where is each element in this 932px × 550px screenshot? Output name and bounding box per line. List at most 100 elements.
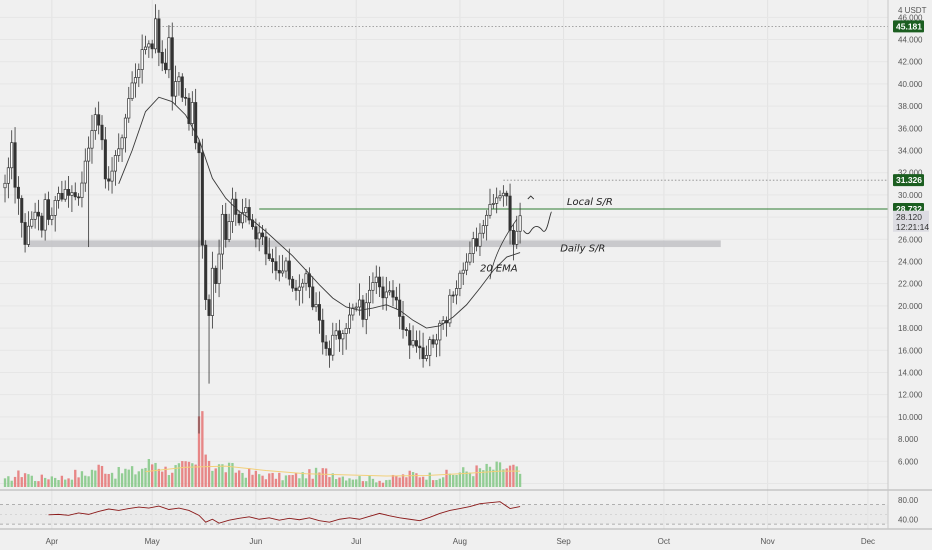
volume-bar bbox=[334, 479, 338, 487]
candle-body-up bbox=[90, 130, 94, 149]
candle bbox=[46, 191, 51, 226]
price-tick-label: 34.000 bbox=[898, 146, 923, 155]
volume-bar bbox=[248, 468, 251, 487]
volume-bar bbox=[308, 469, 311, 487]
volume-bar bbox=[512, 464, 515, 487]
volume-bar bbox=[324, 468, 328, 487]
candle bbox=[291, 276, 295, 292]
candle-body-up bbox=[411, 340, 415, 346]
candle-body-up bbox=[428, 339, 432, 356]
currency-label: 4 USDT bbox=[898, 6, 927, 15]
candle-body-down bbox=[224, 213, 228, 240]
candle-body-up bbox=[354, 306, 358, 309]
candle-body-down bbox=[398, 299, 402, 317]
volume-bar bbox=[502, 469, 505, 487]
volume-bar bbox=[57, 479, 60, 487]
candle-body-up bbox=[501, 192, 505, 197]
candle bbox=[224, 202, 228, 248]
volume-ma-line bbox=[145, 465, 521, 477]
volume-bar bbox=[488, 466, 492, 487]
candle bbox=[391, 280, 395, 307]
volume-bar bbox=[261, 475, 264, 487]
volume-bar bbox=[87, 476, 90, 487]
candle bbox=[227, 213, 231, 243]
candle-body-up bbox=[130, 82, 134, 99]
volume-bar bbox=[288, 475, 291, 487]
price-tick-label: 18.000 bbox=[898, 324, 923, 333]
candle-body-up bbox=[518, 215, 522, 232]
oscillator-tick-label: 40.00 bbox=[898, 515, 919, 524]
candle-body-down bbox=[197, 142, 201, 154]
volume-bar bbox=[197, 416, 201, 487]
volume-bar bbox=[455, 474, 458, 487]
price-badge-text: 28.732 bbox=[896, 204, 922, 214]
candle-body-down bbox=[287, 260, 291, 280]
candle bbox=[274, 246, 278, 280]
candle-body-down bbox=[237, 214, 241, 224]
candle-body-up bbox=[304, 273, 308, 284]
volume-bar bbox=[184, 461, 187, 487]
volume-bar bbox=[201, 411, 204, 487]
volume-bar bbox=[234, 472, 237, 487]
ema-20-line bbox=[118, 96, 521, 329]
candle bbox=[140, 34, 144, 84]
candle bbox=[174, 65, 178, 105]
candle-body-down bbox=[204, 244, 208, 300]
price-tick-label: 8.000 bbox=[898, 435, 919, 444]
volume-bar bbox=[130, 466, 134, 487]
candle bbox=[164, 48, 168, 74]
volume-bar bbox=[187, 461, 191, 487]
candle-body-up bbox=[341, 333, 345, 340]
candle-body-down bbox=[394, 296, 398, 301]
time-tick-label: Sep bbox=[556, 537, 571, 546]
time-axis[interactable]: Apr May Jun Jul Aug Sep Oct Nov Dec bbox=[46, 537, 875, 546]
candle-body-up bbox=[140, 49, 144, 70]
volume-bar bbox=[408, 470, 411, 487]
volume-bar bbox=[371, 478, 375, 487]
candle bbox=[130, 71, 134, 101]
candle-body-up bbox=[26, 225, 30, 245]
candle-body-down bbox=[337, 330, 342, 340]
candle-body-up bbox=[217, 253, 221, 284]
candle-body-down bbox=[381, 286, 385, 299]
volume-bar bbox=[13, 476, 17, 487]
volume-bar bbox=[64, 479, 67, 487]
volume-bar bbox=[341, 476, 344, 487]
candle bbox=[80, 171, 84, 208]
volume-bar bbox=[227, 462, 231, 487]
candle-body-up bbox=[93, 114, 97, 131]
volume-bar bbox=[388, 479, 391, 487]
candle-body-down bbox=[160, 51, 164, 64]
price-tick-label: 6.000 bbox=[898, 457, 919, 466]
candle-body-down bbox=[23, 222, 27, 245]
candle bbox=[107, 166, 111, 191]
volume-bar bbox=[224, 472, 227, 487]
candle-body-down bbox=[311, 286, 315, 308]
candle-body-down bbox=[264, 236, 268, 255]
candle bbox=[428, 336, 432, 367]
candle bbox=[117, 133, 121, 162]
volume-bar bbox=[47, 479, 50, 487]
candle bbox=[341, 329, 345, 355]
volume-bar bbox=[284, 475, 288, 487]
price-tick-label: 20.000 bbox=[898, 302, 923, 311]
candle bbox=[351, 303, 355, 321]
candle-body-down bbox=[475, 238, 479, 247]
candle-body-down bbox=[60, 193, 64, 200]
volume-bar bbox=[401, 474, 405, 487]
candle bbox=[394, 286, 398, 310]
volume-bar bbox=[355, 479, 358, 487]
candle bbox=[354, 302, 358, 312]
candle bbox=[147, 40, 151, 58]
volume-bar bbox=[344, 480, 348, 487]
volume-bar bbox=[301, 472, 304, 487]
candle bbox=[378, 266, 382, 298]
candle bbox=[43, 193, 47, 241]
price-tick-label: 14.000 bbox=[898, 368, 923, 377]
candle-body-up bbox=[351, 307, 355, 316]
ema-line bbox=[118, 96, 521, 329]
candle-body-down bbox=[97, 114, 101, 126]
volume-bar bbox=[518, 473, 522, 487]
